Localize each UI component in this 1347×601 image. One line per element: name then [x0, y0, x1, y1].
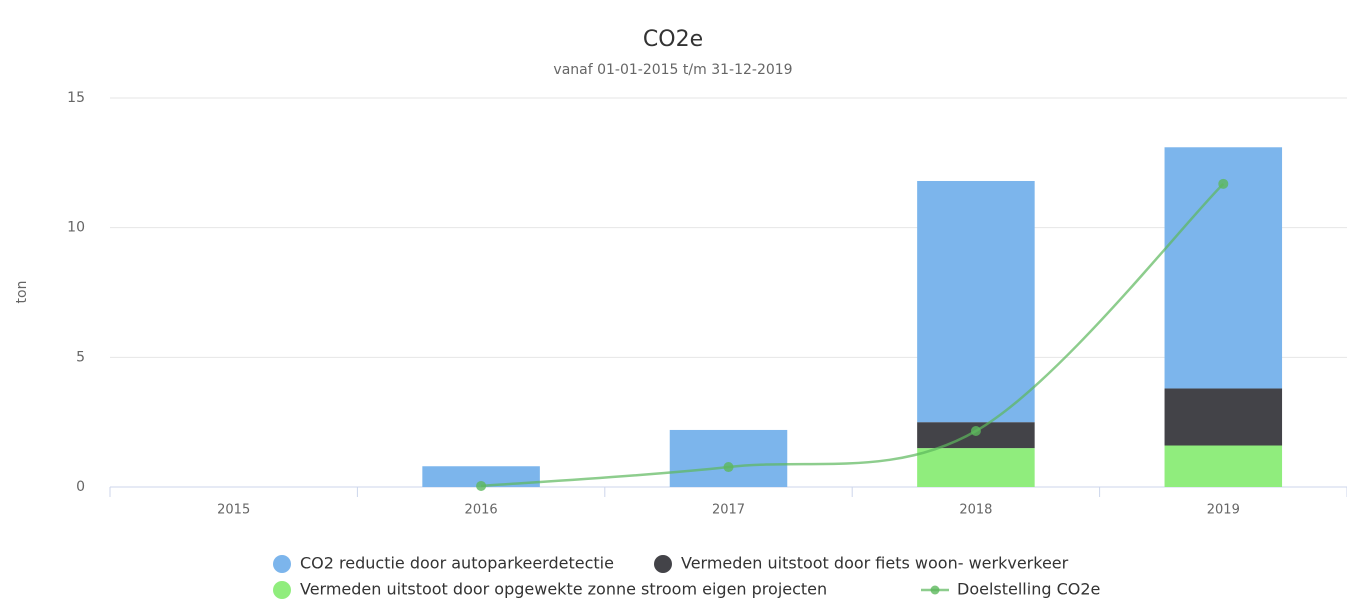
line-point [970, 425, 981, 436]
bar [917, 448, 1035, 487]
legend-label: Vermeden uitstoot door fiets woon- werkv… [681, 554, 1069, 573]
legend-label: Vermeden uitstoot door opgewekte zonne s… [300, 580, 827, 599]
bar [669, 429, 788, 487]
line-point [1218, 178, 1229, 189]
x-tick-label: 2016 [465, 503, 498, 518]
chart-subtitle: vanaf 01-01-2015 t/m 31-12-2019 [553, 62, 792, 78]
legend-marker [273, 555, 291, 573]
bar [422, 466, 540, 487]
chart-title: CO2e [643, 27, 703, 52]
line-point [476, 480, 487, 491]
legend-marker [930, 585, 940, 595]
x-tick-label: 2017 [712, 503, 745, 518]
x-tick-label: 2015 [217, 503, 250, 518]
line [481, 182, 1225, 488]
x-tick-label: 2018 [959, 503, 992, 518]
y-tick-label: 10 [67, 220, 85, 236]
legend-marker [654, 555, 672, 573]
y-tick-label: 0 [76, 479, 85, 495]
line-point [723, 462, 734, 473]
y-axis-title: ton [14, 281, 30, 304]
legend-marker [273, 581, 291, 599]
bar [917, 180, 1035, 423]
legend-label: CO2 reductie door autoparkeerdetectie [300, 554, 614, 573]
legend-label: Doelstelling CO2e [957, 580, 1100, 599]
bar [1164, 445, 1283, 487]
x-tick-label: 2019 [1207, 503, 1240, 518]
y-tick-label: 15 [67, 90, 85, 106]
y-tick-label: 5 [76, 349, 85, 365]
bar [1164, 388, 1283, 446]
